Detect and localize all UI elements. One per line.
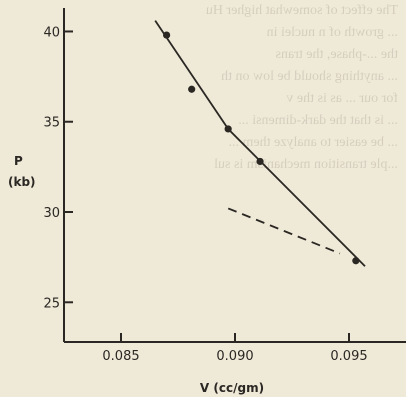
dashed-fit-line: [227, 207, 341, 255]
data-point: [163, 31, 171, 39]
x-tick-label: 0.085: [102, 349, 139, 364]
data-point: [256, 157, 264, 166]
axes: [63, 8, 406, 343]
solid-fit-line: [154, 20, 366, 267]
data-point: [188, 85, 196, 93]
y-tick-label: 30: [43, 206, 60, 221]
data-point: [352, 257, 360, 265]
y-tick-label: 25: [43, 296, 60, 311]
x-axis-label: V (cc/gm): [200, 381, 264, 395]
fit-lines: [154, 20, 366, 267]
y-tick-label: 40: [43, 25, 60, 40]
y-axis-label-units: (kb): [8, 175, 36, 189]
x-tick-label: 0.090: [216, 349, 253, 364]
ticks: 25 30 35 40 0.085 0.090 0.095: [43, 25, 367, 364]
data-points: [163, 31, 360, 265]
y-tick-label: 35: [43, 116, 60, 131]
x-tick-label: 0.095: [330, 349, 367, 364]
data-point: [224, 125, 232, 133]
y-axis-label-p: P: [14, 154, 23, 168]
axis-labels: P (kb) V (cc/gm): [8, 154, 264, 395]
